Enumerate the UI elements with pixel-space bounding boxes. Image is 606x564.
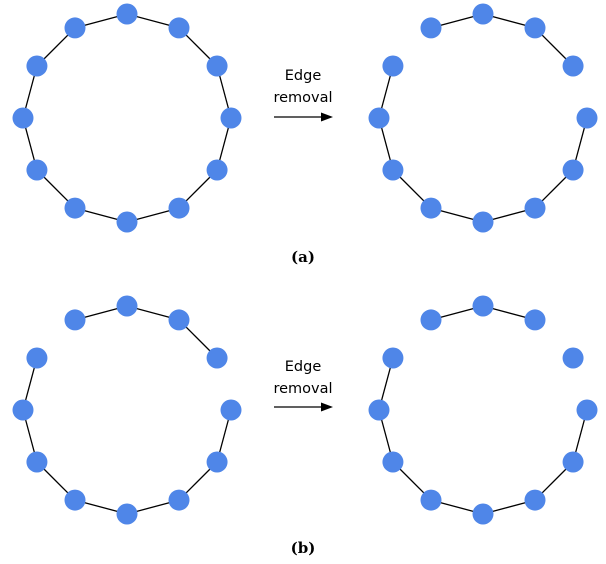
graph-node: [473, 212, 494, 233]
graph-node: [207, 348, 228, 369]
graph-node: [563, 56, 584, 77]
panel-a: Edge removal (a): [13, 4, 598, 267]
graph-node: [169, 309, 190, 330]
graph-node: [563, 452, 584, 473]
panel-b-after-graph: [369, 296, 598, 525]
graph-node: [563, 348, 584, 369]
graph-node: [577, 108, 598, 129]
panel-b: Edge removal (b): [13, 296, 598, 558]
graph-node: [207, 160, 228, 181]
panel-b-arrow: Edge removal: [273, 359, 333, 412]
graph-node: [169, 198, 190, 219]
graph-node: [207, 56, 228, 77]
graph-node: [26, 348, 47, 369]
panel-a-arrow: Edge removal: [273, 68, 333, 122]
graph-node: [169, 490, 190, 511]
graph-node: [369, 108, 390, 129]
graph-node: [207, 452, 228, 473]
graph-node: [473, 296, 494, 317]
graph-node: [26, 56, 47, 77]
graph-node: [473, 4, 494, 25]
graph-node: [26, 160, 47, 181]
arrow-label-line1: Edge: [285, 68, 322, 84]
panel-a-before-graph: [13, 4, 242, 233]
graph-node: [221, 400, 242, 421]
graph-node: [421, 17, 442, 38]
arrow-label-line1: Edge: [285, 359, 322, 375]
panel-b-before-graph: [13, 296, 242, 525]
graph-node: [421, 309, 442, 330]
arrow-label-line2: removal: [273, 90, 332, 106]
graph-node: [382, 348, 403, 369]
graph-node: [117, 4, 138, 25]
graph-node: [65, 309, 86, 330]
graph-node: [525, 490, 546, 511]
graph-node: [221, 108, 242, 129]
graph-node: [382, 160, 403, 181]
arrow-head-icon: [321, 403, 333, 412]
graph-node: [13, 400, 34, 421]
graph-node: [117, 212, 138, 233]
graph-node: [421, 490, 442, 511]
panel-a-caption: (a): [291, 248, 315, 266]
graph-node: [117, 504, 138, 525]
graph-node: [117, 296, 138, 317]
graph-node: [26, 452, 47, 473]
graph-node: [525, 198, 546, 219]
graph-node: [65, 17, 86, 38]
graph-node: [65, 490, 86, 511]
panel-b-caption: (b): [291, 539, 316, 557]
graph-node: [577, 400, 598, 421]
graph-node: [525, 17, 546, 38]
arrow-label-line2: removal: [273, 381, 332, 397]
graph-node: [525, 309, 546, 330]
graph-node: [13, 108, 34, 129]
graph-node: [563, 160, 584, 181]
graph-node: [421, 198, 442, 219]
graph-node: [382, 452, 403, 473]
graph-node: [169, 17, 190, 38]
graph-node: [65, 198, 86, 219]
graph-node: [382, 56, 403, 77]
arrow-head-icon: [321, 113, 333, 122]
graph-node: [473, 504, 494, 525]
graph-node: [369, 400, 390, 421]
panel-a-after-graph: [369, 4, 598, 233]
